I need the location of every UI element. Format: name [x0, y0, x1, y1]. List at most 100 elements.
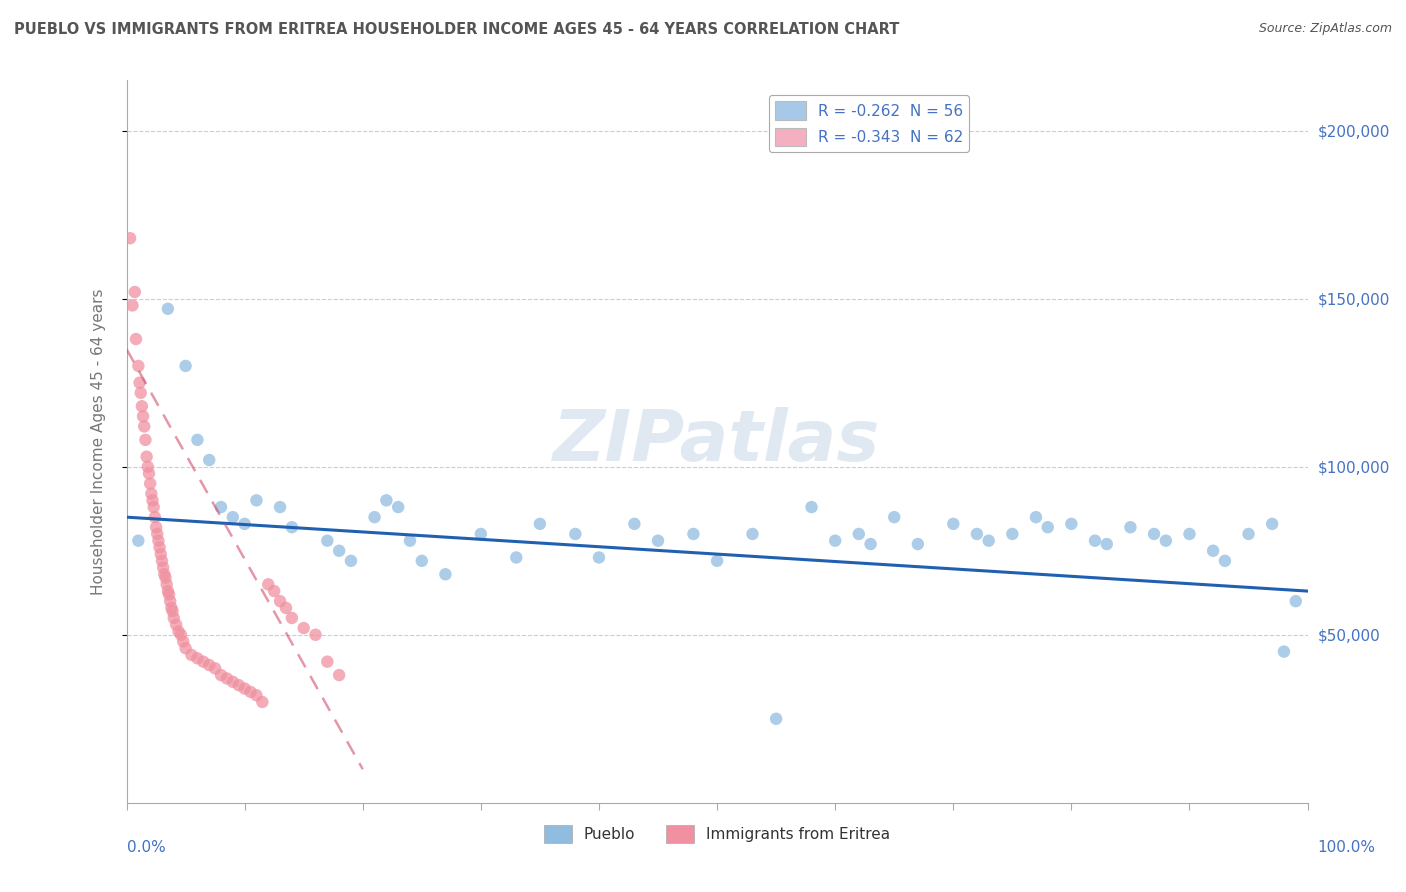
Point — [215, 672, 238, 686]
Point — [163, 611, 186, 625]
Point — [328, 668, 350, 682]
Point — [316, 655, 339, 669]
Point — [245, 688, 267, 702]
Point — [148, 533, 170, 548]
Point — [907, 537, 929, 551]
Point — [135, 450, 157, 464]
Point — [942, 516, 965, 531]
Point — [281, 520, 304, 534]
Point — [1261, 516, 1284, 531]
Point — [1001, 527, 1024, 541]
Point — [966, 527, 988, 541]
Point — [269, 500, 291, 514]
Point — [172, 634, 194, 648]
Point — [134, 433, 156, 447]
Point — [198, 453, 221, 467]
Point — [1202, 543, 1225, 558]
Point — [153, 567, 176, 582]
Point — [222, 674, 245, 689]
Point — [399, 533, 422, 548]
Point — [136, 459, 159, 474]
Point — [145, 520, 167, 534]
Point — [138, 467, 160, 481]
Point — [165, 617, 187, 632]
Point — [434, 567, 457, 582]
Point — [328, 543, 350, 558]
Point — [149, 547, 172, 561]
Point — [162, 604, 184, 618]
Point — [120, 231, 142, 245]
Point — [257, 577, 280, 591]
Point — [121, 298, 143, 312]
Point — [198, 658, 221, 673]
Point — [149, 541, 172, 555]
Point — [1036, 520, 1059, 534]
Point — [1178, 527, 1201, 541]
Point — [1272, 644, 1295, 658]
Text: 0.0%: 0.0% — [127, 840, 166, 855]
Point — [131, 399, 153, 413]
Point — [375, 493, 398, 508]
Point — [146, 527, 169, 541]
Point — [167, 624, 190, 639]
Point — [1285, 594, 1308, 608]
Point — [647, 533, 669, 548]
Point — [564, 527, 586, 541]
Legend: Pueblo, Immigrants from Eritrea: Pueblo, Immigrants from Eritrea — [538, 819, 896, 849]
Point — [340, 554, 363, 568]
Point — [316, 533, 339, 548]
Point — [157, 587, 180, 601]
Point — [209, 668, 232, 682]
Point — [623, 516, 645, 531]
Point — [765, 712, 787, 726]
Point — [304, 628, 326, 642]
Point — [128, 376, 150, 390]
Point — [245, 493, 267, 508]
Point — [174, 641, 197, 656]
Point — [274, 600, 297, 615]
Point — [132, 409, 155, 424]
Point — [228, 678, 250, 692]
Point — [139, 476, 162, 491]
Point — [127, 359, 149, 373]
Point — [883, 510, 905, 524]
Point — [292, 621, 315, 635]
Point — [363, 510, 385, 524]
Point — [824, 533, 846, 548]
Point — [155, 571, 177, 585]
Point — [159, 594, 181, 608]
Point — [143, 510, 166, 524]
Point — [152, 560, 174, 574]
Point — [170, 628, 193, 642]
Point — [233, 516, 256, 531]
Point — [239, 685, 262, 699]
Point — [1154, 533, 1177, 548]
Point — [204, 661, 226, 675]
Point — [859, 537, 882, 551]
Point — [470, 527, 492, 541]
Point — [129, 385, 152, 400]
Point — [588, 550, 610, 565]
Point — [174, 359, 197, 373]
Point — [134, 419, 156, 434]
Point — [156, 584, 179, 599]
Point — [193, 655, 215, 669]
Point — [156, 577, 179, 591]
Y-axis label: Householder Income Ages 45 - 64 years: Householder Income Ages 45 - 64 years — [91, 288, 105, 595]
Point — [529, 516, 551, 531]
Point — [233, 681, 256, 696]
Point — [222, 510, 245, 524]
Point — [1084, 533, 1107, 548]
Point — [1119, 520, 1142, 534]
Point — [1060, 516, 1083, 531]
Point — [269, 594, 291, 608]
Point — [505, 550, 527, 565]
Point — [281, 611, 304, 625]
Point — [124, 285, 146, 299]
Point — [1025, 510, 1047, 524]
Point — [1095, 537, 1118, 551]
Point — [706, 554, 728, 568]
Text: 100.0%: 100.0% — [1317, 840, 1375, 855]
Point — [150, 554, 173, 568]
Point — [160, 600, 183, 615]
